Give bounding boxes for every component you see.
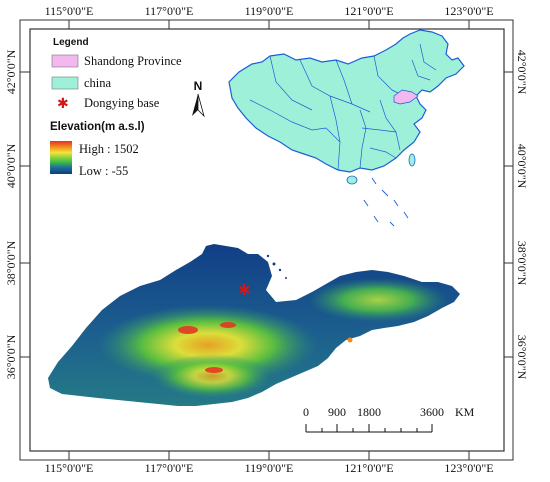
elevation-title: Elevation(m a.s.l) bbox=[50, 121, 145, 133]
elevation-low-label: Low : -55 bbox=[79, 164, 128, 178]
left-lat-label: 36°0'0"N bbox=[4, 334, 18, 379]
right-lat-label: 38°0'0"N bbox=[515, 241, 529, 286]
dongying-base-marker: ✱ bbox=[238, 281, 251, 299]
scale-label-900: 900 bbox=[328, 405, 346, 419]
qingdao-point bbox=[347, 337, 353, 343]
hainan-island bbox=[346, 175, 358, 185]
legend-title: Legend bbox=[53, 37, 89, 48]
scale-bar: 0 900 1800 3600 KM bbox=[303, 405, 475, 433]
outer-frame bbox=[19, 19, 514, 461]
legend-label-shandong: Shandong Province bbox=[84, 54, 182, 68]
top-lon-label: 123°0'0"E bbox=[444, 4, 493, 18]
elevation-ramp bbox=[50, 141, 72, 174]
scale-label-1800: 1800 bbox=[357, 405, 381, 419]
elevation-legend: Elevation(m a.s.l) High : 1502 Low : -55 bbox=[50, 121, 145, 178]
bottom-lon-label: 117°0'0"E bbox=[145, 461, 194, 475]
top-lon-label: 115°0'0"E bbox=[45, 4, 94, 18]
top-lon-label: 121°0'0"E bbox=[344, 4, 393, 18]
top-lon-label: 119°0'0"E bbox=[245, 4, 294, 18]
peak-highlights bbox=[178, 322, 236, 373]
china-inset-map bbox=[228, 29, 465, 227]
central-highlands bbox=[152, 354, 272, 398]
north-arrow: N bbox=[192, 79, 205, 118]
top-lon-label: 117°0'0"E bbox=[145, 4, 194, 18]
left-lat-label: 42°0'0"N bbox=[4, 49, 18, 94]
right-lat-label: 40°0'0"N bbox=[515, 144, 529, 189]
china-swatch bbox=[51, 76, 79, 90]
scale-unit: KM bbox=[455, 405, 475, 419]
right-lat-label: 36°0'0"N bbox=[515, 335, 529, 380]
elevation-high-label: High : 1502 bbox=[79, 142, 139, 156]
scale-label-0: 0 bbox=[303, 405, 309, 419]
bottom-lon-label: 119°0'0"E bbox=[245, 461, 294, 475]
legend-label-dongying: Dongying base bbox=[84, 96, 160, 110]
legend-label-china: china bbox=[84, 76, 112, 90]
bottom-lon-label: 121°0'0"E bbox=[344, 461, 393, 475]
right-lat-label: 42°0'0"N bbox=[515, 50, 529, 95]
legend: Legend Shandong Province china ✱ Dongyin… bbox=[51, 37, 182, 112]
shandong-elevation-map: ✱ bbox=[48, 244, 460, 406]
taiwan-island bbox=[408, 153, 416, 167]
bottom-lon-label: 123°0'0"E bbox=[444, 461, 493, 475]
shandong-province-shape bbox=[393, 89, 419, 105]
scale-label-3600: 3600 bbox=[420, 405, 444, 419]
south-sea-islands bbox=[363, 177, 409, 227]
shandong-swatch bbox=[51, 54, 79, 68]
left-lat-label: 40°0'0"N bbox=[4, 143, 18, 188]
china-outline bbox=[228, 29, 465, 173]
graticule-ticks bbox=[20, 20, 513, 460]
eastern-hills bbox=[308, 278, 448, 322]
north-arrow-label: N bbox=[194, 79, 203, 93]
inner-frame bbox=[29, 28, 505, 452]
left-lat-label: 38°0'0"N bbox=[4, 240, 18, 285]
bottom-lon-label: 115°0'0"E bbox=[45, 461, 94, 475]
dongying-base-icon: ✱ bbox=[57, 96, 69, 112]
coastal-islands bbox=[266, 254, 287, 279]
